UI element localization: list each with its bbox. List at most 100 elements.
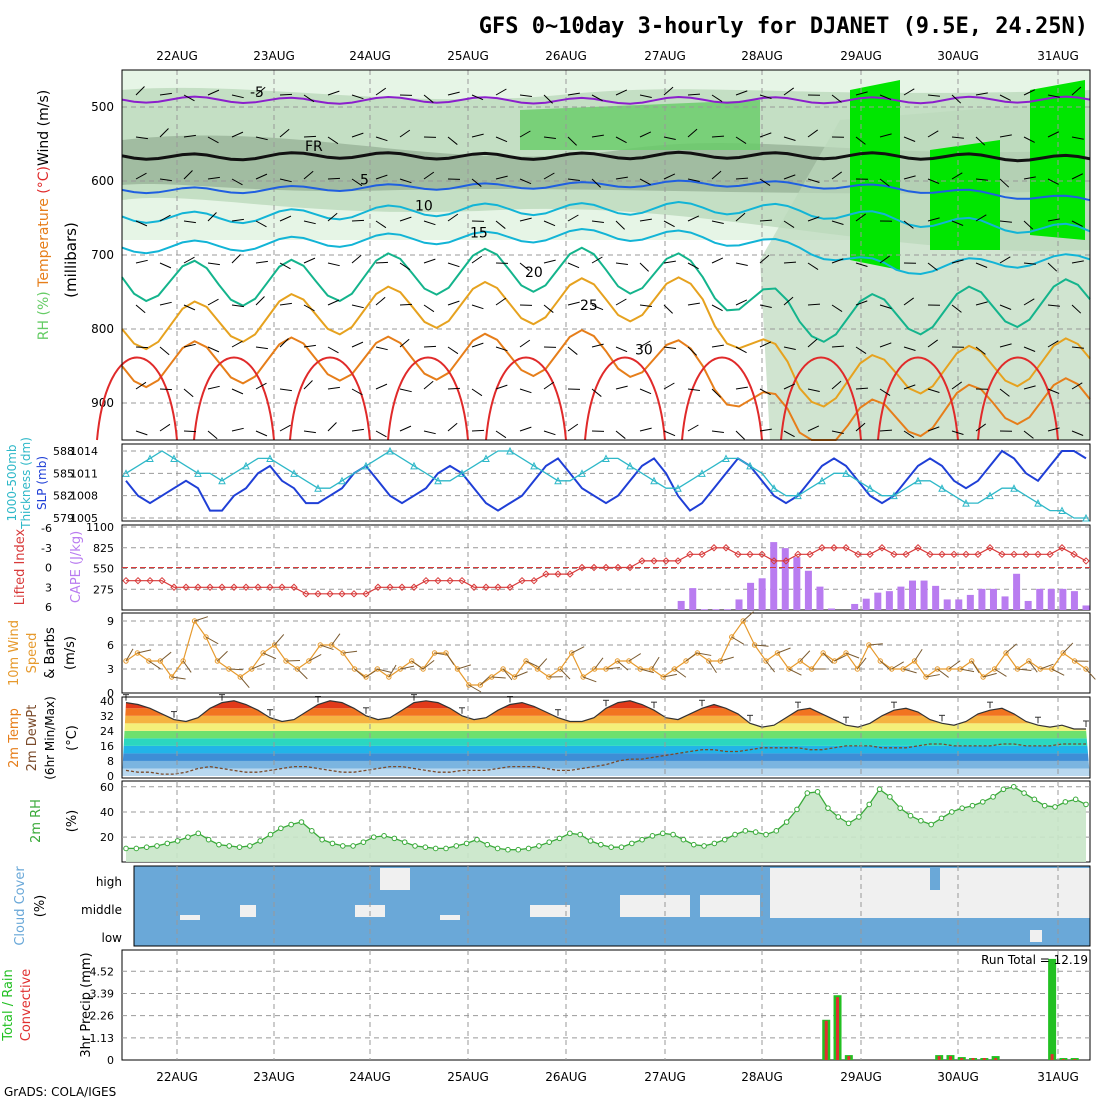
- wind10m-barb: [903, 668, 917, 674]
- precip-tick-label: 0: [107, 1054, 114, 1067]
- slp-tick-label: 1011: [70, 467, 98, 480]
- axis-label-part: Cloud Cover: [13, 866, 28, 946]
- wind-barb: [975, 136, 986, 146]
- wind-tick-label: 6: [107, 639, 114, 652]
- thickness-marker: [914, 476, 922, 485]
- cloud-gap: [180, 915, 200, 920]
- rh-band-bright: [850, 80, 1085, 270]
- rh2m-marker: [918, 817, 924, 824]
- wind10m-barb: [663, 673, 677, 678]
- rh2m-marker: [257, 838, 263, 844]
- wind10m-marker: [363, 674, 369, 680]
- thickness-marker: [890, 491, 898, 500]
- rh2m-marker: [278, 825, 284, 832]
- wind-barb: [519, 217, 532, 222]
- wind10m-marker: [477, 682, 483, 688]
- cape-bar: [862, 598, 870, 610]
- wind-barb: [903, 430, 915, 438]
- axis-label: & Barbs: [43, 627, 58, 679]
- rh2m-line: [126, 786, 1087, 851]
- wind10m-barb: [479, 675, 491, 686]
- wind10m-marker: [626, 658, 632, 664]
- axis-label: 10m Wind: [7, 620, 22, 686]
- wind10m-barb: [468, 684, 482, 693]
- thickness-tick-label: 588: [53, 445, 74, 458]
- axis-label: (%): [33, 895, 48, 918]
- wind10m-barb: [1017, 668, 1032, 671]
- rh2m-marker: [856, 814, 862, 820]
- wind10m-marker: [443, 650, 449, 656]
- wind-barb: [231, 218, 244, 222]
- lifted-index-marker: [494, 583, 502, 591]
- wind-barb: [1071, 304, 1082, 314]
- temperature-contour: [121, 227, 1091, 276]
- axis-label-part: Thickness (dm): [19, 437, 33, 530]
- wind-barb: [711, 344, 724, 348]
- wind-barb: [1047, 94, 1060, 98]
- wind-barb: [855, 300, 868, 306]
- lifted-index-marker: [290, 583, 298, 591]
- wind-barb: [879, 255, 891, 264]
- rh2m-marker: [639, 836, 645, 843]
- wind-barb: [1047, 340, 1059, 348]
- precip-convective-bar: [994, 1058, 998, 1060]
- rh2m-marker: [608, 844, 614, 850]
- wind-barb: [543, 259, 556, 264]
- pressure-tick-label: 600: [91, 174, 114, 188]
- lifted-index-marker: [674, 557, 682, 565]
- lifted-index-tick-label: -6: [41, 522, 52, 535]
- rh-tick-label: 40: [100, 806, 114, 819]
- lifted-index-tick-label: 3: [45, 581, 52, 594]
- wind-barb: [351, 304, 364, 309]
- lifted-index-marker: [458, 576, 466, 585]
- lifted-index-marker: [134, 576, 142, 585]
- wind-barb: [927, 130, 939, 138]
- rh2m-marker: [216, 841, 222, 848]
- wind-barb: [999, 388, 1010, 397]
- wind10m-marker: [649, 666, 655, 672]
- wind10m-barb: [697, 652, 712, 656]
- wind10m-marker: [637, 666, 643, 672]
- wind-barb: [1047, 427, 1060, 432]
- wind-barb: [135, 259, 148, 264]
- wind-barb: [831, 380, 842, 390]
- axis-label: Thickness (dm): [19, 437, 33, 530]
- wind10m-marker: [1049, 666, 1055, 672]
- top-date-label: 25AUG: [447, 49, 489, 63]
- wind-barb: [711, 304, 723, 312]
- wind-barb: [423, 380, 434, 390]
- wind-barb: [639, 388, 652, 395]
- rh2m-marker: [598, 841, 604, 848]
- wind-barb: [615, 176, 628, 180]
- wind-barb: [495, 220, 506, 229]
- surface-temperature-arc: [584, 356, 666, 441]
- wind-barb: [159, 92, 172, 96]
- wind-barb: [519, 426, 532, 432]
- wind-barb: [687, 388, 700, 391]
- wind-barb: [423, 94, 434, 103]
- wind10m-marker: [980, 674, 986, 680]
- wind-barb: [519, 388, 532, 394]
- wind-barb: [615, 89, 628, 96]
- wind-barb: [399, 129, 411, 138]
- wind-barb: [1071, 173, 1084, 180]
- wind-barb: [207, 430, 218, 440]
- rh2m-marker: [587, 838, 594, 844]
- top-date-labels: 22AUG 23AUG 24AUG 25AUG 26AUG 27AUG 28AUG 29AUG…: [156, 49, 1079, 63]
- wind-barb: [1071, 430, 1084, 436]
- upper-air-frame: [121, 69, 1091, 441]
- axis-label-part: CAPE (J/kg): [69, 531, 84, 603]
- bottom-date-label: 25AUG: [447, 1070, 489, 1084]
- wind-barb: [951, 304, 962, 313]
- wind-barb: [519, 130, 531, 138]
- cape-bar: [723, 609, 731, 610]
- axis-label: 2m Temp: [7, 708, 22, 768]
- axis-label-part: (m/s): [63, 636, 78, 670]
- wind-barb: [759, 94, 772, 99]
- wind-barb: [639, 178, 651, 186]
- top-date-label: 28AUG: [741, 49, 783, 63]
- cape-bar: [804, 570, 812, 610]
- wind-barb: [591, 256, 603, 264]
- wind10m-marker: [591, 666, 598, 672]
- wind10m-marker: [831, 658, 838, 664]
